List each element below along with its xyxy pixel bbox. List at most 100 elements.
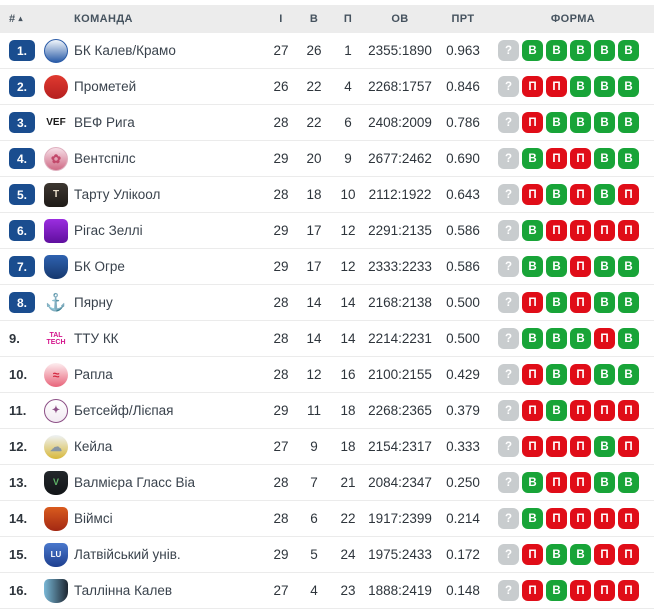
form-badge[interactable]: В <box>546 400 567 421</box>
form-badge[interactable]: П <box>522 292 543 313</box>
form-badge[interactable]: В <box>618 472 639 493</box>
form-badge[interactable]: В <box>618 328 639 349</box>
form-badge[interactable]: П <box>594 400 615 421</box>
form-badge[interactable]: ? <box>498 220 519 241</box>
form-badge[interactable]: В <box>522 328 543 349</box>
form-badge[interactable]: П <box>618 400 639 421</box>
form-badge[interactable]: П <box>594 508 615 529</box>
form-badge[interactable]: П <box>570 364 591 385</box>
form-badge[interactable]: В <box>522 472 543 493</box>
form-badge[interactable]: П <box>594 544 615 565</box>
team-name[interactable]: Вентспілс <box>74 151 136 166</box>
team-name[interactable]: ВЕФ Рига <box>74 115 135 130</box>
team-name[interactable]: Віймсі <box>74 511 113 526</box>
form-badge[interactable]: В <box>594 436 615 457</box>
form-badge[interactable]: ? <box>498 436 519 457</box>
form-badge[interactable]: ? <box>498 184 519 205</box>
header-rank[interactable]: # ▴ <box>0 13 44 25</box>
form-badge[interactable]: ? <box>498 256 519 277</box>
form-badge[interactable]: В <box>594 148 615 169</box>
form-badge[interactable]: ? <box>498 544 519 565</box>
table-row[interactable]: 14. Віймсі 28 6 22 1917:2399 0.214 ? В П П П… <box>0 501 654 537</box>
form-badge[interactable]: П <box>618 544 639 565</box>
form-badge[interactable]: ? <box>498 364 519 385</box>
team-name[interactable]: ТТУ КК <box>74 331 119 346</box>
form-badge[interactable]: ? <box>498 112 519 133</box>
team-name[interactable]: БК Калев/Крамо <box>74 43 176 58</box>
form-badge[interactable]: В <box>570 76 591 97</box>
header-games[interactable]: І <box>279 13 283 25</box>
team-name[interactable]: Рапла <box>74 367 113 382</box>
form-badge[interactable]: П <box>618 184 639 205</box>
form-badge[interactable]: П <box>570 256 591 277</box>
form-badge[interactable]: В <box>594 112 615 133</box>
table-row[interactable]: 3. VEF ВЕФ Рига 28 22 6 2408:2009 0.786 … <box>0 105 654 141</box>
form-badge[interactable]: В <box>570 40 591 61</box>
team-name[interactable]: Таллінна Калев <box>74 583 173 598</box>
form-badge[interactable]: ? <box>498 292 519 313</box>
form-badge[interactable]: П <box>522 364 543 385</box>
form-badge[interactable]: В <box>546 292 567 313</box>
form-badge[interactable]: П <box>570 148 591 169</box>
table-row[interactable]: 9. TAL TECH ТТУ КК 28 14 14 2214:2231 0.… <box>0 321 654 357</box>
form-badge[interactable]: В <box>546 256 567 277</box>
form-badge[interactable]: П <box>522 112 543 133</box>
form-badge[interactable]: ? <box>498 508 519 529</box>
form-badge[interactable]: В <box>594 76 615 97</box>
header-points[interactable]: ОВ <box>391 13 409 25</box>
team-name[interactable]: Кейла <box>74 439 113 454</box>
form-badge[interactable]: В <box>546 580 567 601</box>
form-badge[interactable]: ? <box>498 472 519 493</box>
form-badge[interactable]: В <box>618 292 639 313</box>
table-row[interactable]: 8. ⚓ Пярну 28 14 14 2168:2138 0.500 ? П В П… <box>0 285 654 321</box>
team-name[interactable]: Прометей <box>74 79 137 94</box>
table-row[interactable]: 10. ≈ Рапла 28 12 16 2100:2155 0.429 ? П В… <box>0 357 654 393</box>
form-badge[interactable]: П <box>546 508 567 529</box>
form-badge[interactable]: П <box>570 184 591 205</box>
form-badge[interactable]: ? <box>498 328 519 349</box>
form-badge[interactable]: В <box>522 220 543 241</box>
form-badge[interactable]: В <box>522 256 543 277</box>
table-row[interactable]: 6. Рігас Зеллі 29 17 12 2291:2135 0.586 … <box>0 213 654 249</box>
form-badge[interactable]: П <box>618 220 639 241</box>
form-badge[interactable]: П <box>570 472 591 493</box>
form-badge[interactable]: ? <box>498 76 519 97</box>
form-badge[interactable]: В <box>570 328 591 349</box>
form-badge[interactable]: В <box>522 40 543 61</box>
team-name[interactable]: Пярну <box>74 295 113 310</box>
form-badge[interactable]: В <box>522 508 543 529</box>
form-badge[interactable]: В <box>546 544 567 565</box>
form-badge[interactable]: В <box>546 112 567 133</box>
table-row[interactable]: 1. БК Калев/Крамо 27 26 1 2355:1890 0.96… <box>0 33 654 69</box>
form-badge[interactable]: ? <box>498 40 519 61</box>
form-badge[interactable]: П <box>546 76 567 97</box>
form-badge[interactable]: П <box>522 580 543 601</box>
form-badge[interactable]: П <box>570 292 591 313</box>
team-name[interactable]: Латвійський унів. <box>74 547 181 562</box>
form-badge[interactable]: В <box>570 544 591 565</box>
form-badge[interactable]: В <box>618 256 639 277</box>
table-row[interactable]: 5. T Тарту Улікоол 28 18 10 2112:1922 0.… <box>0 177 654 213</box>
table-row[interactable]: 13. V Валмієра Гласс Віа 28 7 21 2084:23… <box>0 465 654 501</box>
form-badge[interactable]: П <box>618 580 639 601</box>
team-name[interactable]: Бетсейф/Лієпая <box>74 403 174 418</box>
form-badge[interactable]: В <box>546 364 567 385</box>
table-row[interactable]: 16. Таллінна Калев 27 4 23 1888:2419 0.1… <box>0 573 654 609</box>
form-badge[interactable]: П <box>570 436 591 457</box>
form-badge[interactable]: П <box>594 220 615 241</box>
form-badge[interactable]: В <box>618 76 639 97</box>
header-form[interactable]: ФОРМА <box>550 13 596 25</box>
team-name[interactable]: БК Огре <box>74 259 125 274</box>
form-badge[interactable]: В <box>570 112 591 133</box>
header-wins[interactable]: В <box>309 13 319 25</box>
form-badge[interactable]: П <box>570 508 591 529</box>
table-row[interactable]: 4. ✿ Вентспілс 29 20 9 2677:2462 0.690 ?… <box>0 141 654 177</box>
form-badge[interactable]: В <box>522 148 543 169</box>
form-badge[interactable]: П <box>522 400 543 421</box>
form-badge[interactable]: П <box>570 580 591 601</box>
form-badge[interactable]: ? <box>498 400 519 421</box>
table-row[interactable]: 15. LU Латвійський унів. 29 5 24 1975:24… <box>0 537 654 573</box>
form-badge[interactable]: П <box>546 148 567 169</box>
form-badge[interactable]: П <box>570 400 591 421</box>
form-badge[interactable]: П <box>618 436 639 457</box>
